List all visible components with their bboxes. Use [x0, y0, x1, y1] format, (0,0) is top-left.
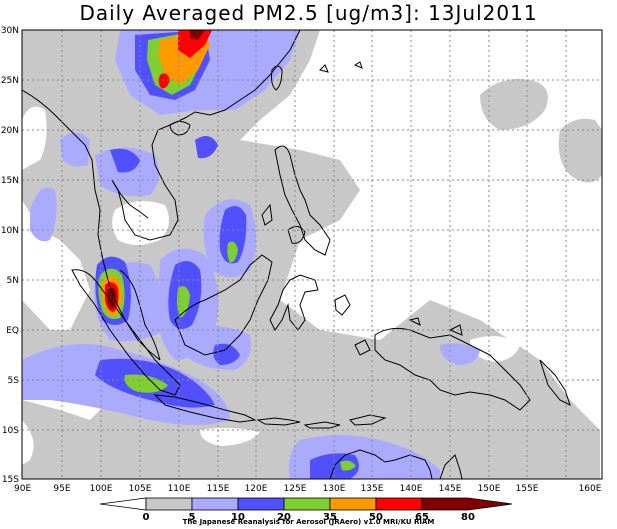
lon-label: 115E [207, 484, 230, 494]
colorbar-swatch-1 [145, 497, 193, 511]
lon-label: 95E [53, 484, 70, 494]
lon-label: 125E [284, 484, 307, 494]
colorbar-swatch-6 [375, 497, 423, 511]
colorbar-tick-label: 20 [277, 512, 291, 523]
colorbar-tick-label: 10 [231, 512, 245, 523]
lon-label: 110E [168, 484, 191, 494]
lon-label: 140E [400, 484, 423, 494]
graticule [22, 30, 602, 479]
lon-label: 105E [129, 484, 152, 494]
colorbar-tick-label: 65 [415, 512, 429, 523]
lon-label: 130E [323, 484, 346, 494]
lon-label: 100E [90, 484, 113, 494]
colorbar-swatch-4 [283, 497, 331, 511]
colorbar-swatch-3 [237, 497, 285, 511]
lon-label: 160E [579, 484, 602, 494]
plot-frame [21, 29, 603, 480]
lat-label: 10S [2, 426, 19, 436]
longitude-labels: 90E 95E 100E 105E 110E 115E 120E 125E 13… [14, 484, 602, 494]
colorbar-swatch-2 [191, 497, 239, 511]
latitude-labels: 30N 25N 20N 15N 10N 5N EQ 5S 10S 15S [1, 26, 19, 485]
concentration-field [22, 30, 602, 479]
lat-label: EQ [6, 326, 19, 336]
credit-line: The Japanese Reanalysis for Aerosol (JRA… [182, 518, 435, 526]
lat-label: 10N [1, 226, 19, 236]
lon-label: 120E [245, 484, 268, 494]
colorbar-tick-label: 35 [323, 512, 337, 523]
colorbar-swatch-7 [421, 497, 513, 511]
pm25-band-80-plus [107, 30, 205, 309]
colorbar-tick-label: 50 [369, 512, 383, 523]
lon-label: 90E [14, 484, 31, 494]
lon-label: 135E [361, 484, 384, 494]
lon-label: 155E [516, 484, 539, 494]
map-title: Daily Averaged PM2.5 [ug/m3]: 13Jul2011 [79, 1, 538, 25]
lat-label: 20N [1, 126, 19, 136]
colorbar-tick-label: 80 [461, 512, 475, 523]
lat-label: 15N [1, 176, 19, 186]
lon-label: 150E [478, 484, 501, 494]
colorbar-tick-label: 0 [143, 512, 150, 523]
colorbar: 0 5 10 20 35 50 65 80 [99, 497, 513, 523]
lat-label: 30N [1, 26, 19, 36]
lat-label: 5N [7, 276, 19, 286]
colorbar-tick-label: 5 [189, 512, 196, 523]
lon-label: 145E [439, 484, 462, 494]
lat-label: 25N [1, 76, 19, 86]
colorbar-swatch-0 [99, 497, 147, 511]
lat-label: 5S [8, 376, 20, 386]
coastlines [22, 30, 571, 479]
colorbar-swatch-5 [329, 497, 377, 511]
lat-label: 15S [2, 475, 19, 485]
pm25-band-0-5 [22, 106, 520, 465]
